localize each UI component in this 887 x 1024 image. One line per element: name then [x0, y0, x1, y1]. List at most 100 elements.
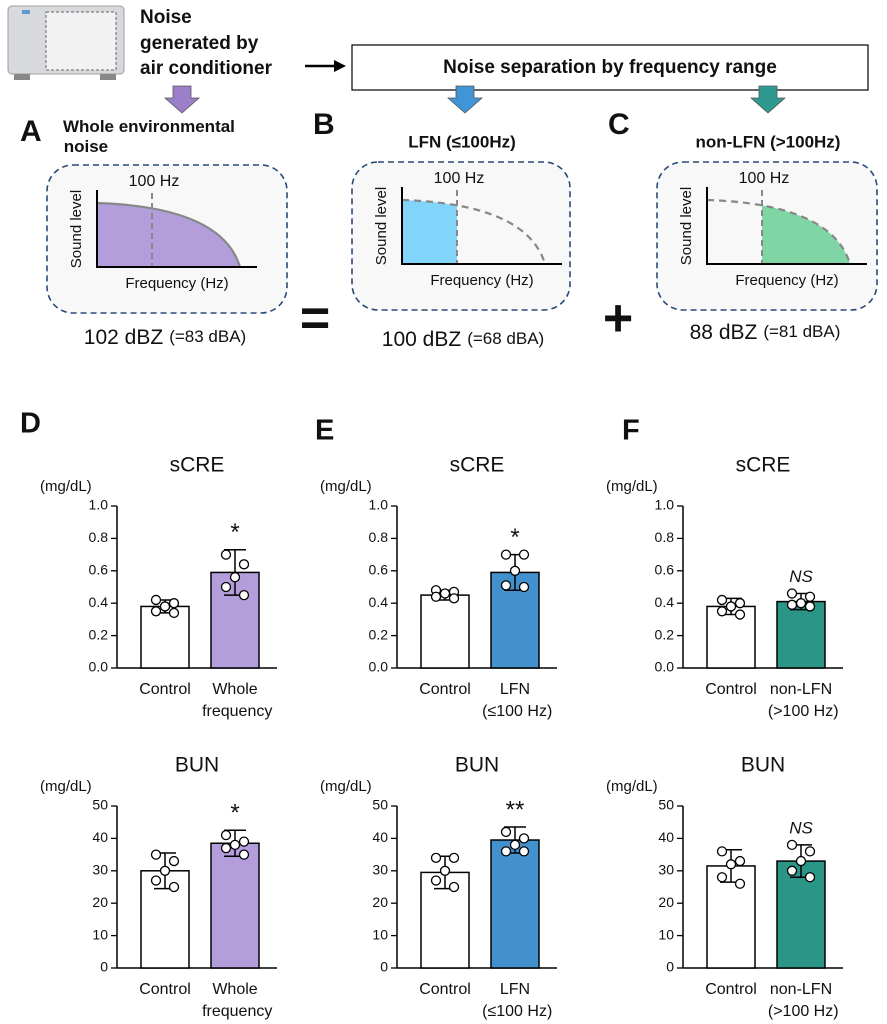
data-point	[734, 598, 746, 609]
category-label: Whole frequency	[198, 681, 273, 720]
y-tick-label: 50	[658, 797, 674, 813]
spectrum-curve	[401, 198, 547, 265]
y-tick-label: 0.4	[655, 594, 675, 610]
y-tick-label: 0.0	[369, 659, 389, 675]
y-label: Sound level	[373, 187, 390, 265]
x-label: Frequency (Hz)	[735, 272, 838, 289]
y-unit: (mg/dL)	[320, 478, 372, 495]
bar	[140, 605, 190, 669]
source-label: Noise	[140, 7, 192, 28]
panel-title: non-LFN (>100Hz)	[696, 132, 841, 151]
data-point	[786, 865, 798, 876]
y-tick-label: 50	[372, 797, 388, 813]
y-tick-label: 30	[658, 862, 674, 878]
arrow-head	[334, 60, 346, 72]
y-tick-label: 20	[658, 894, 674, 910]
category-label: Control	[419, 681, 471, 698]
data-point	[150, 875, 162, 886]
significance: **	[506, 796, 525, 823]
data-point	[220, 842, 232, 854]
y-tick-label: 0.4	[89, 594, 109, 610]
data-point	[518, 833, 530, 844]
source-label: generated by	[140, 33, 259, 54]
significance: *	[510, 524, 519, 551]
y-tick-label: 0.0	[89, 659, 109, 675]
category-label: Whole frequency	[198, 981, 273, 1020]
separation-label: Noise separation by frequency range	[443, 57, 777, 78]
data-point	[500, 549, 512, 560]
data-point	[150, 849, 162, 860]
level-note: (=83 dBA)	[169, 327, 246, 346]
data-point	[448, 852, 460, 863]
y-tick-label: 10	[658, 926, 674, 942]
significance: NS	[789, 818, 813, 837]
data-point	[716, 846, 728, 857]
data-point	[229, 839, 241, 851]
category-label: LFN (≤100 Hz)	[478, 681, 553, 720]
bar	[420, 594, 470, 669]
y-tick-label: 1.0	[655, 497, 675, 513]
category-label: Control	[139, 681, 191, 698]
significance: *	[230, 800, 239, 827]
axes	[96, 190, 257, 268]
schematic-box	[351, 161, 571, 311]
data-point	[786, 599, 798, 610]
y-unit: (mg/dL)	[320, 778, 372, 795]
bar	[776, 600, 826, 669]
bar	[706, 605, 756, 669]
spectrum-curve	[96, 201, 242, 268]
data-point	[786, 839, 798, 851]
level: 88 dBZ	[690, 321, 758, 344]
y-unit: (mg/dL)	[40, 778, 92, 795]
y-tick-label: 0.6	[89, 562, 109, 578]
data-point	[716, 606, 728, 617]
chart-title: BUN	[741, 754, 785, 777]
y-tick-label: 40	[658, 829, 674, 845]
panel-title: LFN (≤100Hz)	[408, 132, 516, 151]
data-point	[804, 846, 816, 857]
category-label: Control	[139, 981, 191, 998]
y-tick-label: 50	[92, 797, 108, 813]
data-point	[168, 855, 180, 867]
y-tick-label: 0.8	[655, 529, 675, 545]
category-label: Control	[705, 681, 757, 698]
data-point	[518, 846, 530, 857]
data-point	[725, 859, 737, 870]
x-label: Frequency (Hz)	[430, 272, 533, 289]
cutoff-label: 100 Hz	[434, 170, 485, 187]
y-tick-label: 1.0	[89, 497, 109, 513]
data-point	[430, 852, 442, 863]
y-tick-label: 1.0	[369, 497, 389, 513]
data-point	[500, 826, 512, 838]
level-note: (=68 dBA)	[467, 329, 544, 348]
spectrum-area	[97, 203, 240, 267]
category-label: Control	[419, 981, 471, 998]
data-point	[439, 865, 451, 876]
data-point	[716, 872, 728, 883]
data-point	[786, 588, 798, 599]
data-point	[220, 581, 232, 593]
down-arrow	[446, 85, 484, 114]
source-label: air conditioner	[140, 58, 273, 79]
data-point	[168, 598, 180, 609]
data-point	[430, 875, 442, 886]
y-tick-label: 40	[372, 829, 388, 845]
down-arrow	[749, 85, 787, 114]
panel-letter: E	[315, 415, 334, 447]
spectrum-area	[402, 200, 457, 264]
level-text: 88 dBZ (=81 dBA)	[690, 321, 841, 344]
data-point	[716, 594, 728, 606]
y-tick-label: 0.2	[369, 626, 389, 642]
data-point	[238, 836, 250, 847]
level: 100 dBZ	[382, 328, 462, 351]
data-point	[795, 598, 807, 609]
level-text: 100 dBZ (=68 dBA)	[382, 328, 544, 351]
data-point	[238, 849, 250, 860]
panel-letter: F	[622, 415, 640, 447]
chart-title: sCRE	[170, 454, 225, 477]
data-point	[448, 593, 460, 604]
level-text: 102 dBZ (=83 dBA)	[84, 326, 246, 349]
data-point	[448, 881, 460, 893]
data-point	[509, 839, 521, 851]
